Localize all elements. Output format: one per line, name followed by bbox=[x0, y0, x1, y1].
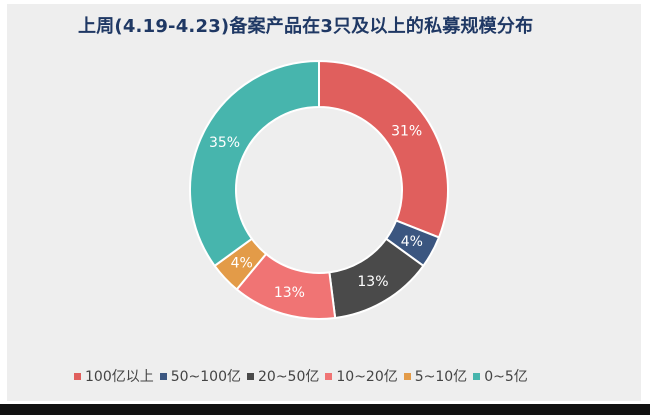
legend-item-5: 5~10亿 bbox=[403, 366, 468, 386]
legend-label-6: 0~5亿 bbox=[484, 369, 528, 385]
slice-value-label-6: 35% bbox=[209, 135, 240, 151]
legend-swatch-4 bbox=[325, 372, 333, 380]
bottom-border bbox=[0, 404, 650, 415]
slice-value-label-3: 13% bbox=[357, 274, 388, 290]
donut-labels: 31% 4% 13% 13% 4% 35% bbox=[209, 123, 423, 300]
donut-slice-1 bbox=[318, 59, 449, 239]
chart-title: 上周(4.19-4.23)备案产品在3只及以上的私募规模分布 bbox=[78, 16, 534, 37]
legend-label-1: 100亿以上 bbox=[85, 369, 154, 385]
legend-swatch-5 bbox=[403, 372, 411, 380]
donut-slice-6 bbox=[189, 59, 320, 268]
legend-item-2: 50~100亿 bbox=[159, 366, 242, 386]
legend-label-2: 50~100亿 bbox=[170, 369, 242, 385]
legend-swatch-3 bbox=[247, 372, 255, 380]
legend-label-3: 20~50亿 bbox=[258, 369, 320, 385]
legend-swatch-6 bbox=[473, 372, 481, 380]
slice-value-label-5: 4% bbox=[231, 256, 253, 272]
legend-swatch-1 bbox=[74, 372, 81, 380]
legend-item-6: 0~5亿 bbox=[473, 366, 528, 386]
legend-item-3: 20~50亿 bbox=[247, 366, 319, 386]
chart-legend: 100亿以上 50~100亿 20~50亿 10~20亿 5~10亿 0~5亿 bbox=[74, 366, 594, 386]
legend-item-4: 10~20亿 bbox=[325, 366, 398, 386]
legend-label-5: 5~10亿 bbox=[414, 369, 468, 385]
slice-value-label-4: 13% bbox=[274, 285, 305, 301]
donut-slices bbox=[189, 59, 449, 320]
legend-swatch-2 bbox=[159, 372, 167, 380]
legend-label-4: 10~20亿 bbox=[336, 369, 398, 385]
slice-value-label-2: 4% bbox=[401, 234, 423, 250]
slice-value-label-1: 31% bbox=[391, 123, 422, 139]
legend-item-1: 100亿以上 bbox=[74, 366, 154, 386]
